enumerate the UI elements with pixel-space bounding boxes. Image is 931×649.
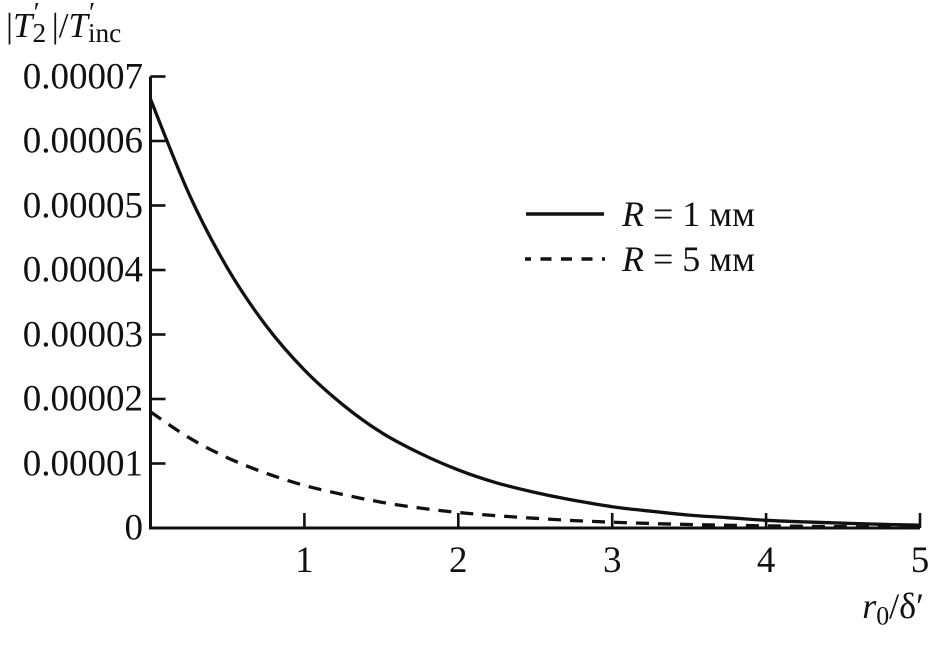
y-tick-label: 0.00003 [22, 314, 143, 355]
y-title-subinc-prime-stack: ′ inc [88, 0, 141, 47]
y-tick-label: 0.00001 [22, 443, 143, 484]
x-tick-label: 5 [910, 540, 930, 581]
legend-var-r: R [622, 238, 644, 279]
series-solid-curve [148, 98, 921, 527]
x-tick-label: 1 [295, 540, 314, 581]
legend-value: = 5 мм [644, 238, 755, 279]
legend-var-r: R [622, 193, 644, 234]
x-axis-title: r0/δ′ [862, 588, 924, 629]
y-title-var-t: T [13, 6, 33, 45]
y-tick-label: 0 [124, 507, 144, 549]
y-title-sub2-prime-stack: ′ 2 [32, 0, 51, 47]
y-tick-label: 0.00006 [22, 120, 143, 162]
x-tick-label: 2 [449, 540, 468, 581]
y-title-bar-slash: |/ [51, 6, 69, 45]
subscript-0: 0 [876, 601, 890, 631]
x-tick-label: 3 [602, 540, 622, 581]
legend-item-r1mm: R = 1 мм [524, 191, 755, 236]
axis-spines [149, 76, 920, 530]
subscript-2: 2 [32, 17, 47, 48]
legend: R = 1 мм R = 5 мм [524, 191, 755, 281]
y-tick-label: 0.00002 [22, 378, 143, 420]
legend-label: R = 1 мм [622, 196, 755, 232]
y-tick-label: 0.00007 [22, 56, 143, 97]
y-title-var-t2: T [68, 6, 88, 45]
legend-item-r5mm: R = 5 мм [524, 236, 755, 281]
y-title-open-bar: | [6, 6, 14, 45]
prime-mark: ′ [89, 0, 96, 29]
x-tick-label: 4 [756, 540, 776, 581]
x-title-var-r: r [862, 586, 877, 626]
x-title-rest: /δ′ [889, 586, 924, 626]
solid-line-sample-icon [526, 211, 604, 216]
subscript-inc: inc [87, 17, 122, 48]
legend-label: R = 5 мм [622, 241, 755, 277]
legend-value: = 1 мм [644, 193, 755, 234]
series-dashed-curve [149, 410, 921, 529]
prime-mark: ′ [33, 0, 40, 29]
y-axis-title: |T ′ 2 |/T ′ inc [6, 0, 141, 47]
dashed-line-sample-icon [525, 256, 605, 261]
y-tick-label: 0.00005 [22, 185, 143, 226]
y-tick-label: 0.00004 [22, 249, 143, 291]
